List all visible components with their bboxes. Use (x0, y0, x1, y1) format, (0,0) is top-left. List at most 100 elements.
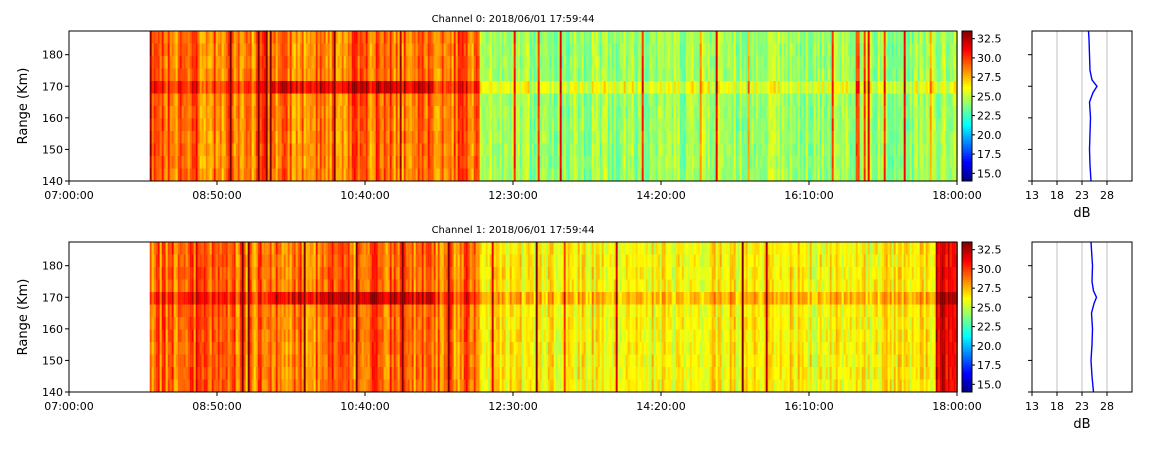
heatmap-cell (676, 44, 678, 57)
heatmap-cell (348, 106, 350, 119)
heatmap-cell (226, 106, 228, 119)
colorbar-segment (962, 84, 972, 87)
heatmap-cell (948, 94, 950, 107)
heatmap-cell (672, 169, 674, 182)
heatmap-cell (948, 69, 950, 82)
heatmap-cell (910, 156, 912, 169)
heatmap-cell (570, 31, 572, 44)
heatmap-cell (722, 119, 724, 132)
heatmap-cell (426, 106, 428, 119)
colorbar-segment (962, 99, 972, 102)
heatmap-cell (230, 156, 232, 169)
heatmap-cell (286, 44, 288, 57)
heatmap-cell (394, 144, 396, 157)
heatmap-cell (150, 119, 152, 132)
heatmap-cell (834, 81, 836, 94)
heatmap-cell (358, 119, 360, 132)
heatmap-cell (182, 169, 184, 182)
heatmap-cell (942, 119, 944, 132)
heatmap-cell (796, 106, 798, 119)
heatmap-cell (400, 119, 402, 132)
heatmap-cell (682, 44, 684, 57)
heatmap-cell (154, 56, 156, 69)
heatmap-cell (168, 31, 170, 44)
heatmap-cell (338, 119, 340, 132)
heatmap-cell (798, 44, 800, 57)
heatmap-cell (372, 156, 374, 169)
heatmap-cell (808, 81, 810, 94)
heatmap-cell (288, 56, 290, 69)
heatmap-cell (188, 106, 190, 119)
heatmap-cell (534, 169, 536, 182)
heatmap-cell (272, 119, 274, 132)
heatmap-cell (404, 144, 406, 157)
heatmap-cell (520, 169, 522, 182)
heatmap-cell (682, 56, 684, 69)
heatmap-cell (906, 69, 908, 82)
heatmap-cell (778, 169, 780, 182)
heatmap-cell (538, 131, 540, 144)
heatmap-cell (266, 31, 268, 44)
heatmap-cell (208, 131, 210, 144)
heatmap-cell (700, 106, 702, 119)
heatmap-cell (268, 94, 270, 107)
heatmap-cell (362, 119, 364, 132)
heatmap-cell (254, 81, 256, 94)
heatmap-cell (522, 56, 524, 69)
heatmap-cell (754, 69, 756, 82)
heatmap-cell (526, 169, 528, 182)
heatmap-cell (770, 81, 772, 94)
heatmap-cell (916, 106, 918, 119)
heatmap-cell (342, 44, 344, 57)
heatmap-cell (242, 69, 244, 82)
heatmap-cell (894, 144, 896, 157)
heatmap-cell (908, 31, 910, 44)
heatmap-cell (528, 169, 530, 182)
heatmap-cell (474, 106, 476, 119)
heatmap-cell (780, 131, 782, 144)
heatmap-cell (314, 31, 316, 44)
heatmap-cell (328, 94, 330, 107)
heatmap-cell (466, 44, 468, 57)
heatmap-cell (154, 119, 156, 132)
heatmap-cell (856, 131, 858, 144)
heatmap-cell (878, 119, 880, 132)
heatmap-cell (630, 119, 632, 132)
heatmap-cell (470, 69, 472, 82)
heatmap-cell (816, 56, 818, 69)
heatmap-cell (340, 31, 342, 44)
heatmap-cell (434, 119, 436, 132)
heatmap-cell (212, 169, 214, 182)
heatmap-cell (228, 131, 230, 144)
heatmap-cell (794, 156, 796, 169)
heatmap-cell (790, 131, 792, 144)
heatmap-cell (370, 156, 372, 169)
heatmap-cell (380, 69, 382, 82)
heatmap-cell (250, 119, 252, 132)
heatmap-cell (904, 31, 906, 44)
heatmap-cell (332, 44, 334, 57)
heatmap-cell (396, 31, 398, 44)
heatmap-cell (808, 144, 810, 157)
heatmap-cell (150, 31, 152, 44)
heatmap-cell (370, 31, 372, 44)
heatmap-cell (636, 106, 638, 119)
heatmap-cell (764, 31, 766, 44)
heatmap-cell (358, 81, 360, 94)
heatmap-cell (592, 69, 594, 82)
heatmap-cell (392, 94, 394, 107)
colorbar-segment (962, 171, 972, 174)
heatmap-cell (762, 81, 764, 94)
heatmap-cell (770, 44, 772, 57)
heatmap-cell (236, 81, 238, 94)
heatmap-cell (542, 169, 544, 182)
heatmap-cell (814, 31, 816, 44)
heatmap-cell (816, 169, 818, 182)
heatmap-cell (346, 56, 348, 69)
heatmap-cell (652, 94, 654, 107)
heatmap-cell (726, 156, 728, 169)
heatmap-cell (662, 44, 664, 57)
heatmap-cell (476, 156, 478, 169)
heatmap-cell (930, 56, 932, 69)
heatmap-cell (540, 31, 542, 44)
